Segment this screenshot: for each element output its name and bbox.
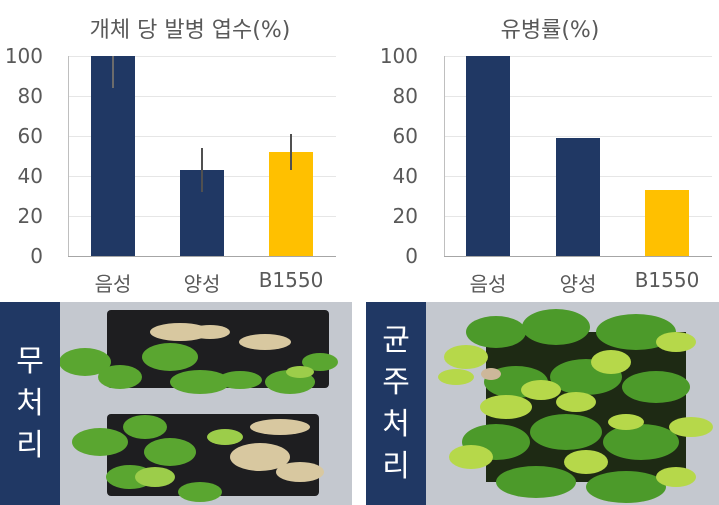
bar-negative	[91, 56, 135, 256]
label-char: 무	[16, 343, 44, 379]
y-tick: 40	[17, 164, 43, 188]
y-tick: 100	[4, 44, 43, 68]
label-char: 균	[382, 322, 410, 358]
gridline	[68, 56, 336, 57]
label-char: 리	[16, 427, 44, 463]
label-char: 처	[382, 406, 410, 442]
y-tick: 60	[17, 124, 43, 148]
bar-positive	[556, 138, 600, 256]
y-tick: 60	[392, 124, 418, 148]
chart-title: 개체 당 발병 엽수(%)	[89, 18, 291, 43]
bar-b1550	[645, 190, 689, 256]
y-axis	[68, 56, 69, 256]
error-bar	[201, 148, 203, 192]
y-tick: 0	[405, 244, 418, 268]
gridline	[68, 136, 336, 137]
y-tick: 100	[379, 44, 418, 68]
gridline	[444, 136, 712, 137]
y-tick: 20	[17, 204, 43, 228]
y-tick: 80	[392, 84, 418, 108]
x-axis	[444, 256, 712, 257]
y-tick: 40	[392, 164, 418, 188]
label-char: 주	[382, 364, 410, 400]
label-strain-treated: 균 주 처 리	[366, 302, 426, 505]
chart-leaves-per-plant: 개체 당 발병 엽수(%) 100 80 60 40 20 0 음성 양성 B1…	[0, 0, 360, 300]
y-tick: 80	[17, 84, 43, 108]
x-tick: 양성	[559, 272, 597, 296]
y-axis	[444, 56, 445, 256]
x-tick: B1550	[258, 268, 324, 292]
panel-strain-treated: 균 주 처 리	[366, 302, 719, 505]
bar-negative	[466, 56, 510, 256]
y-tick: 20	[392, 204, 418, 228]
label-char: 리	[382, 448, 410, 484]
chart-title: 유병률(%)	[500, 18, 600, 43]
x-tick: 음성	[94, 272, 132, 296]
error-bar	[112, 56, 114, 88]
panel-untreated: 무 처 리	[0, 302, 352, 505]
gridline	[68, 96, 336, 97]
gridline	[444, 96, 712, 97]
gridline	[444, 56, 712, 57]
x-axis	[68, 256, 336, 257]
label-untreated: 무 처 리	[0, 302, 60, 505]
strain-treated-plants-photo	[426, 302, 719, 505]
error-bar	[290, 134, 292, 170]
x-tick: 음성	[469, 272, 507, 296]
chart-incidence-rate: 유병률(%) 100 80 60 40 20 0 음성 양성 B1550	[360, 0, 719, 300]
label-char: 처	[16, 385, 44, 421]
y-tick: 0	[30, 244, 43, 268]
x-tick: B1550	[634, 268, 700, 292]
x-tick: 양성	[183, 272, 221, 296]
untreated-plants-photo	[60, 302, 352, 505]
